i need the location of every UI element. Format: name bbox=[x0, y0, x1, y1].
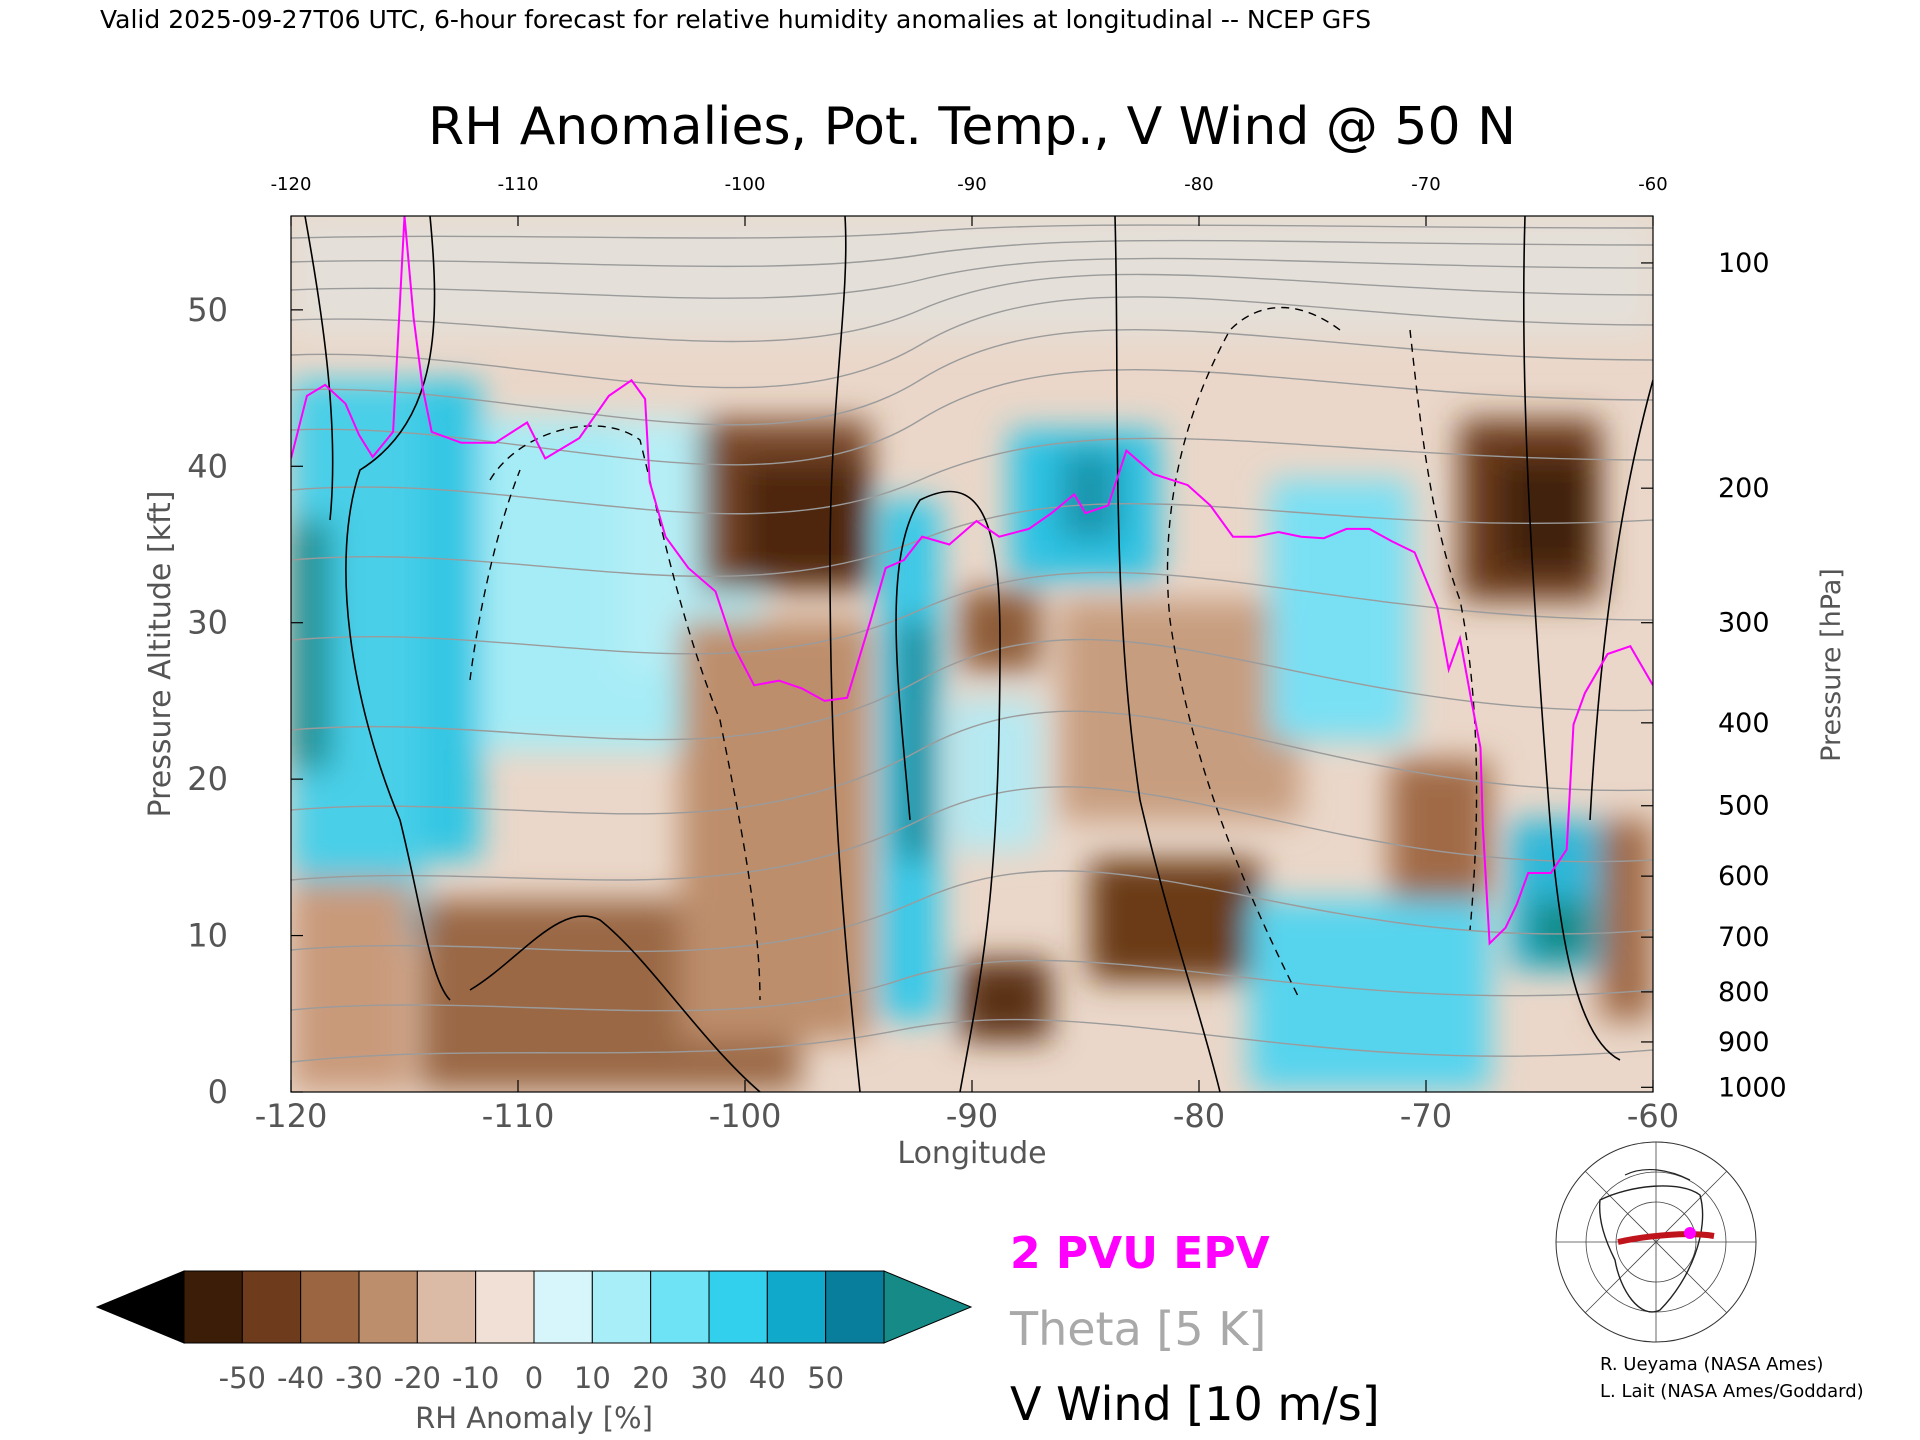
colorbar-tick-label: -40 bbox=[277, 1361, 324, 1395]
pressure-tick-label: 1000 bbox=[1718, 1072, 1787, 1103]
x-top-tick-label: -80 bbox=[1184, 174, 1213, 195]
colorbar-swatch bbox=[300, 1270, 360, 1344]
colorbar-swatch bbox=[416, 1270, 477, 1344]
x-axis: -120 -110 -100 -90 -80 -70 -60 bbox=[255, 1080, 1679, 1135]
theta-contours bbox=[291, 224, 1653, 1063]
y-tick-label: 40 bbox=[187, 447, 228, 485]
x-top-tick-label: -110 bbox=[498, 174, 539, 195]
credit-line-2: L. Lait (NASA Ames/Goddard) bbox=[1600, 1381, 1864, 1402]
colorbar-tick-label: 10 bbox=[574, 1361, 611, 1395]
x-tick-label: -120 bbox=[255, 1097, 328, 1135]
forecast-header: Valid 2025-09-27T06 UTC, 6-hour forecast… bbox=[100, 5, 1371, 34]
x-top-tick-label: -60 bbox=[1638, 174, 1667, 195]
y-tick-label: 50 bbox=[187, 291, 228, 329]
x-tick-label: -100 bbox=[709, 1097, 782, 1135]
legend-v-wind: V Wind [10 m/s] bbox=[1010, 1377, 1380, 1431]
y-tick-label: 30 bbox=[187, 604, 228, 642]
y-axis-right-pressure: 100 200 300 400 500 600 700 800 900 1000 bbox=[1641, 248, 1787, 1103]
colorbar-swatch bbox=[358, 1270, 418, 1344]
pressure-tick-label: 400 bbox=[1718, 708, 1770, 739]
colorbar-swatch bbox=[591, 1270, 652, 1344]
y-tick-label: 0 bbox=[208, 1073, 228, 1111]
legend-epv: 2 PVU EPV bbox=[1010, 1228, 1270, 1279]
pressure-tick-label: 200 bbox=[1718, 473, 1770, 504]
colorbar-tick-label: 50 bbox=[807, 1361, 844, 1395]
x-tick-label: -80 bbox=[1173, 1097, 1225, 1135]
colorbar-swatch bbox=[533, 1270, 593, 1344]
credit-line-1: R. Ueyama (NASA Ames) bbox=[1600, 1354, 1824, 1375]
colorbar-tick-label: -10 bbox=[452, 1361, 499, 1395]
colorbar-tick-label: 40 bbox=[749, 1361, 786, 1395]
colorbar-swatch bbox=[475, 1270, 535, 1344]
pressure-tick-label: 900 bbox=[1718, 1027, 1770, 1058]
x-top-tick-label: -70 bbox=[1411, 174, 1440, 195]
y-axis-right-label: Pressure [hPa] bbox=[1816, 568, 1847, 762]
colorbar-swatch bbox=[766, 1270, 827, 1344]
epv-2pvu-line bbox=[291, 216, 1653, 946]
colorbar-tick-label: -30 bbox=[335, 1361, 382, 1395]
pressure-tick-label: 700 bbox=[1718, 922, 1770, 953]
pressure-tick-label: 800 bbox=[1718, 977, 1770, 1008]
colorbar-tick-label: 30 bbox=[691, 1361, 728, 1395]
colorbar-tick-label: 0 bbox=[525, 1361, 543, 1395]
x-top-tick-label: -120 bbox=[271, 174, 312, 195]
colorbar-tick-label: 20 bbox=[632, 1361, 669, 1395]
colorbar: -50 -40 -30 -20 -10 0 10 20 30 40 50 bbox=[95, 1270, 973, 1395]
colorbar-high-extend bbox=[883, 1270, 973, 1344]
colorbar-tick-label: -20 bbox=[394, 1361, 441, 1395]
colorbar-tick-label: -50 bbox=[219, 1361, 266, 1395]
location-marker bbox=[1684, 1227, 1696, 1239]
colorbar-swatch bbox=[183, 1270, 243, 1344]
colorbar-low-extend bbox=[95, 1270, 185, 1344]
x-top-tick-label: -100 bbox=[725, 174, 766, 195]
y-tick-label: 20 bbox=[187, 760, 228, 798]
colorbar-swatch bbox=[825, 1270, 885, 1344]
x-axis-label: Longitude bbox=[897, 1136, 1046, 1171]
x-tick-label: -60 bbox=[1627, 1097, 1679, 1135]
pressure-tick-label: 100 bbox=[1718, 248, 1770, 279]
y-tick-label: 10 bbox=[187, 917, 228, 955]
rh-anomaly-field bbox=[291, 216, 1653, 1090]
colorbar-swatch bbox=[708, 1270, 768, 1344]
pressure-tick-label: 600 bbox=[1718, 861, 1770, 892]
plot-area bbox=[291, 216, 1653, 1092]
y-axis-label: Pressure Altitude [kft] bbox=[143, 491, 178, 818]
y-axis-left: 0 10 20 30 40 50 bbox=[187, 291, 303, 1111]
locator-map bbox=[1555, 1141, 1757, 1343]
pressure-tick-label: 300 bbox=[1718, 608, 1770, 639]
colorbar-swatch bbox=[650, 1270, 710, 1344]
x-axis-top: -120 -110 -100 -90 -80 -70 -60 bbox=[271, 174, 1668, 226]
legend-theta: Theta [5 K] bbox=[1009, 1302, 1266, 1356]
x-tick-label: -110 bbox=[482, 1097, 555, 1135]
v-wind-dashed-contours bbox=[469, 306, 1478, 1001]
pressure-tick-label: 500 bbox=[1718, 791, 1770, 822]
colorbar-label: RH Anomaly [%] bbox=[415, 1401, 653, 1435]
colorbar-swatch bbox=[241, 1270, 302, 1344]
chart-title: RH Anomalies, Pot. Temp., V Wind @ 50 N bbox=[428, 97, 1516, 157]
v-wind-contours bbox=[304, 216, 1653, 1092]
x-top-tick-label: -90 bbox=[957, 174, 986, 195]
x-tick-label: -90 bbox=[946, 1097, 998, 1135]
x-tick-label: -70 bbox=[1400, 1097, 1452, 1135]
